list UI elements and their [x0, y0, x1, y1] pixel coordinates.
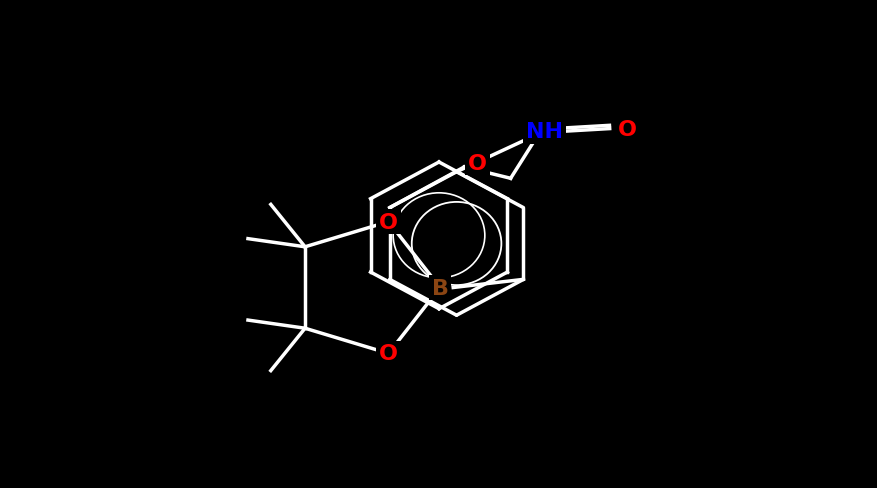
Text: O: O	[379, 344, 397, 364]
Text: O: O	[379, 212, 397, 232]
Text: O: O	[467, 154, 487, 173]
Text: B: B	[431, 278, 448, 298]
Text: O: O	[617, 120, 636, 139]
Text: NH: NH	[525, 122, 562, 142]
